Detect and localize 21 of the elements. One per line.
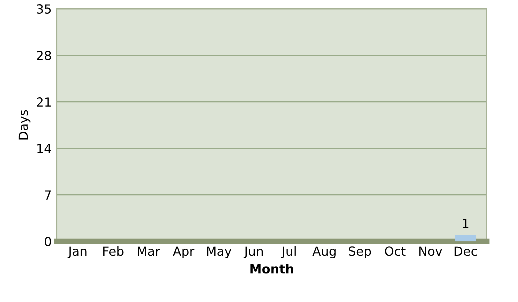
x-tick-label: Sep — [349, 246, 372, 259]
x-tick-label: Nov — [420, 246, 442, 256]
y-tick-label: 35 — [37, 4, 52, 14]
y-tick-label: 14 — [38, 144, 52, 154]
x-tick-label: Oct — [385, 246, 406, 256]
x-tick-label: Jul — [281, 246, 296, 258]
x-tick-label: Dec — [454, 246, 478, 256]
y-axis-title: Days — [18, 110, 31, 140]
x-tick-label: Jan — [68, 246, 87, 258]
x-tick-label: Jun — [244, 246, 264, 258]
x-tick-label: Feb — [104, 246, 124, 256]
x-tick-label: May — [207, 246, 232, 259]
y-tick-label: 7 — [45, 190, 52, 200]
y-tick-label: 28 — [37, 51, 52, 60]
x-tick-label: Aug — [312, 246, 336, 259]
data-label: 1 — [463, 219, 469, 228]
x-axis-title: Month — [250, 264, 294, 274]
x-tick-label: Mar — [138, 246, 160, 256]
y-tick-label: 21 — [37, 98, 51, 107]
x-tick-label: Apr — [173, 246, 195, 259]
y-tick-label: 0 — [44, 237, 52, 247]
